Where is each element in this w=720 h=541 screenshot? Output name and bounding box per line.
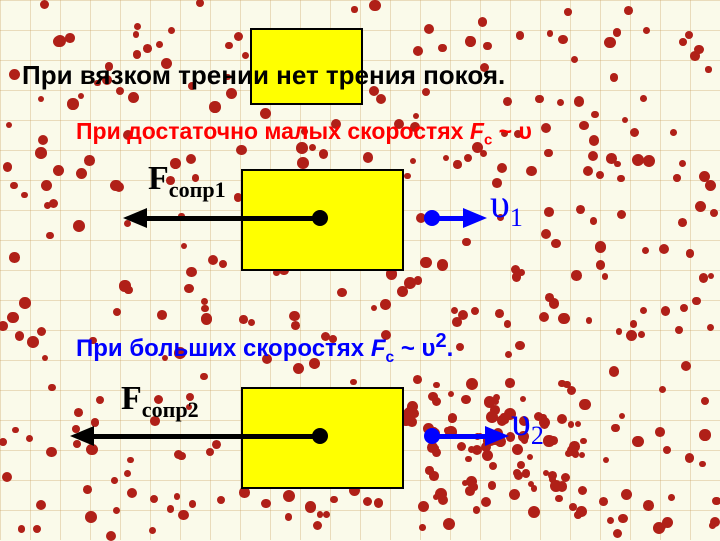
force1-head bbox=[123, 208, 147, 228]
force1-label: Fсопр1 bbox=[148, 160, 226, 203]
velocity2-label: υ2 bbox=[511, 398, 544, 451]
velocity2-head bbox=[485, 426, 509, 446]
force2-head bbox=[70, 426, 94, 446]
force2-shaft bbox=[94, 434, 320, 439]
velocity1-head bbox=[463, 208, 487, 228]
velocity2-shaft bbox=[432, 434, 490, 439]
force1-shaft bbox=[147, 216, 320, 221]
caption-low-speed: При достаточно малых скоростях Fс ~ υ bbox=[76, 118, 532, 149]
force2-label: Fсопр2 bbox=[121, 380, 199, 423]
caption-high-speed: При больших скоростях Fс ~ υ2. bbox=[76, 330, 453, 367]
velocity1-label: υ1 bbox=[490, 180, 523, 233]
title-text: При вязком трении нет трения покоя. bbox=[22, 60, 505, 91]
